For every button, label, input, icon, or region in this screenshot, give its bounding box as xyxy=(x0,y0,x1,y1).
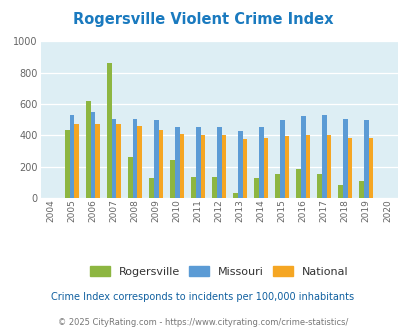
Bar xyxy=(179,134,184,198)
Bar xyxy=(137,126,142,198)
Bar xyxy=(191,177,196,198)
Bar xyxy=(279,120,284,198)
Bar xyxy=(158,130,163,198)
Legend: Rogersville, Missouri, National: Rogersville, Missouri, National xyxy=(87,262,351,280)
Bar xyxy=(358,181,363,198)
Bar xyxy=(284,136,288,198)
Bar xyxy=(363,120,368,198)
Bar xyxy=(368,138,372,198)
Bar xyxy=(342,119,347,198)
Bar xyxy=(254,178,258,198)
Bar xyxy=(258,127,263,198)
Bar xyxy=(317,175,321,198)
Bar xyxy=(91,112,95,198)
Bar xyxy=(175,127,179,198)
Bar xyxy=(170,160,175,198)
Bar xyxy=(347,138,352,198)
Bar xyxy=(275,174,279,198)
Bar xyxy=(237,131,242,198)
Bar xyxy=(296,169,300,198)
Bar xyxy=(111,119,116,198)
Bar xyxy=(128,157,132,198)
Bar xyxy=(95,123,100,198)
Bar xyxy=(65,130,70,198)
Bar xyxy=(149,178,153,198)
Bar xyxy=(233,192,237,198)
Bar xyxy=(338,185,342,198)
Bar xyxy=(86,101,91,198)
Bar xyxy=(212,177,216,198)
Bar xyxy=(70,115,74,198)
Text: Rogersville Violent Crime Index: Rogersville Violent Crime Index xyxy=(72,12,333,26)
Bar xyxy=(196,127,200,198)
Bar xyxy=(200,135,205,198)
Bar xyxy=(132,119,137,198)
Text: Crime Index corresponds to incidents per 100,000 inhabitants: Crime Index corresponds to incidents per… xyxy=(51,292,354,302)
Bar xyxy=(216,127,221,198)
Bar xyxy=(321,115,326,198)
Bar xyxy=(153,120,158,198)
Bar xyxy=(221,135,226,198)
Bar xyxy=(305,135,309,198)
Bar xyxy=(116,124,121,198)
Text: © 2025 CityRating.com - https://www.cityrating.com/crime-statistics/: © 2025 CityRating.com - https://www.city… xyxy=(58,318,347,327)
Bar xyxy=(107,63,111,198)
Bar xyxy=(300,116,305,198)
Bar xyxy=(242,139,247,198)
Bar xyxy=(74,124,79,198)
Bar xyxy=(263,139,268,198)
Bar xyxy=(326,135,330,198)
